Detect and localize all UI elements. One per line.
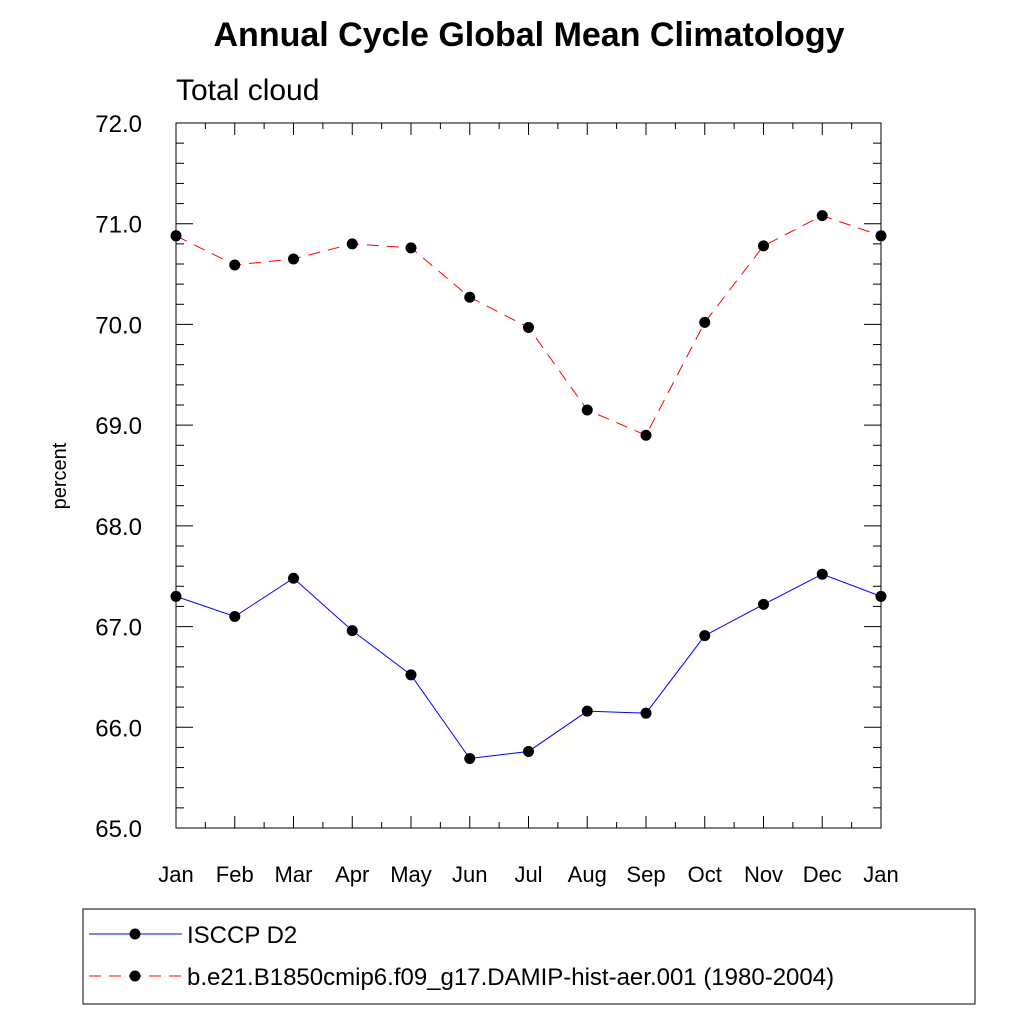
data-point-model — [581, 404, 593, 416]
legend-box — [82, 908, 976, 1005]
x-tick-label: Jun — [452, 862, 487, 887]
data-point-model — [346, 238, 358, 250]
x-tick-labels: Jan Feb Mar Apr May Jun Jul Aug Sep Oct Nov Dec Jan — [158, 862, 898, 887]
data-point-model — [523, 321, 534, 333]
x-tick-label: Oct — [688, 862, 722, 887]
data-point-isccp — [816, 568, 828, 580]
data-point-model — [875, 230, 887, 242]
x-tick-label: Jul — [514, 862, 542, 887]
data-point-isccp — [523, 745, 534, 757]
legend: ISCCP D2 b.e21.B1850cmip6.f09_g17.DAMIP-… — [82, 908, 976, 1005]
x-tick-label: May — [390, 862, 432, 887]
y-ticks — [176, 122, 881, 829]
x-tick-label: Sep — [626, 862, 665, 887]
x-tick-label: Mar — [275, 862, 313, 887]
chart-title: Annual Cycle Global Mean Climatology — [214, 16, 845, 54]
data-point-model — [288, 253, 299, 265]
x-tick-label: Apr — [335, 862, 369, 887]
y-tick-label: 72.0 — [95, 111, 142, 138]
legend-marker-isccp — [129, 928, 141, 940]
data-point-model — [816, 210, 828, 222]
data-point-isccp — [699, 630, 711, 642]
data-point-model — [640, 429, 652, 441]
data-point-isccp — [464, 753, 476, 765]
y-tick-label: 66.0 — [95, 715, 142, 742]
data-point-model — [170, 230, 182, 242]
x-tick-label: Jan — [863, 862, 898, 887]
data-point-isccp — [170, 590, 182, 602]
y-tick-label: 67.0 — [95, 615, 142, 642]
data-point-model — [229, 259, 241, 271]
y-tick-label: 69.0 — [95, 413, 142, 440]
series-layer — [170, 210, 887, 765]
data-point-isccp — [229, 611, 241, 622]
x-tick-label: Feb — [216, 862, 254, 887]
x-tick-label: Jan — [158, 862, 193, 887]
data-point-model — [758, 240, 769, 252]
y-tick-label: 71.0 — [95, 212, 142, 239]
data-point-model — [464, 291, 476, 303]
data-point-isccp — [346, 625, 358, 637]
y-tick-label: 68.0 — [95, 514, 142, 541]
chart-subtitle: Total cloud — [176, 74, 319, 107]
data-point-isccp — [288, 572, 299, 584]
data-point-model — [699, 316, 711, 328]
series-line-isccp — [175, 573, 882, 760]
data-point-isccp — [581, 705, 593, 717]
y-axis-label: percent — [49, 442, 71, 509]
plot-frame — [175, 122, 882, 829]
x-tick-label: Aug — [568, 862, 607, 887]
data-point-model — [405, 242, 417, 254]
x-tick-label: Dec — [803, 862, 842, 887]
data-point-isccp — [758, 598, 769, 610]
y-tick-label: 70.0 — [95, 312, 142, 339]
data-point-isccp — [875, 590, 887, 602]
y-tick-labels: 65.0 66.0 67.0 68.0 69.0 70.0 71.0 72.0 — [95, 111, 142, 843]
x-ticks — [175, 123, 882, 828]
legend-label-model: b.e21.B1850cmip6.f09_g17.DAMIP-hist-aer.… — [187, 964, 834, 991]
data-point-isccp — [640, 707, 652, 719]
data-point-isccp — [405, 669, 417, 681]
legend-label-isccp: ISCCP D2 — [187, 922, 297, 949]
legend-marker-model — [129, 970, 141, 982]
y-tick-label: 65.0 — [95, 816, 142, 843]
x-tick-label: Nov — [744, 862, 783, 887]
